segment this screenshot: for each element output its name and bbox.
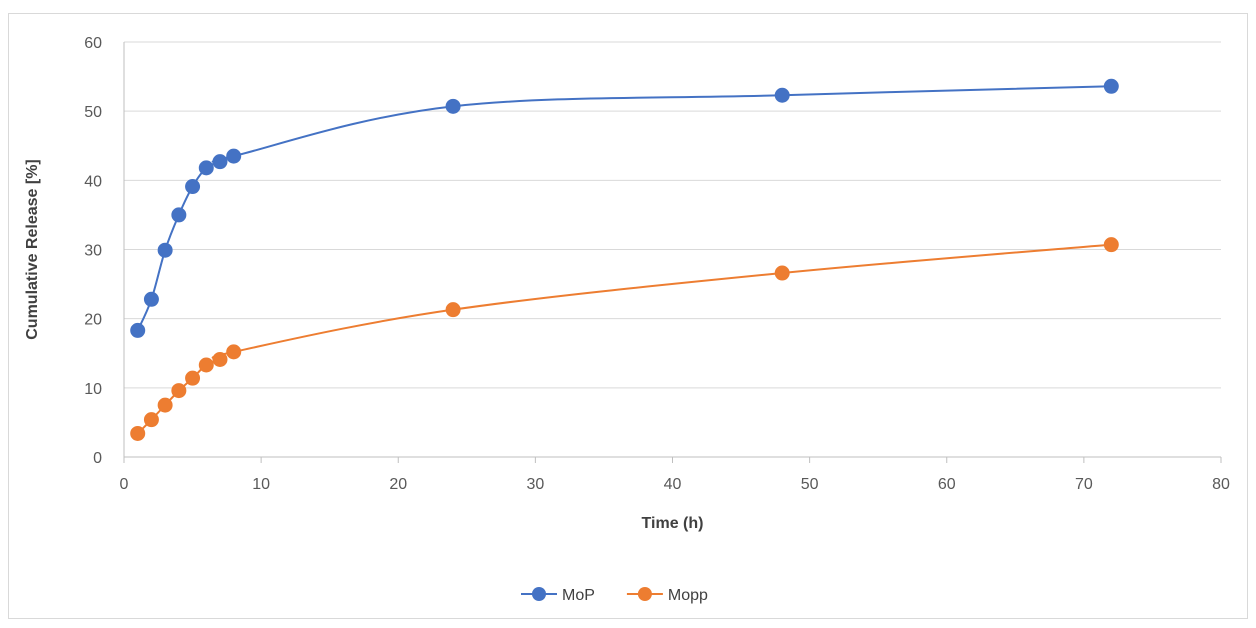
data-point-mopp (1103, 237, 1119, 253)
x-tick-label: 0 (120, 476, 129, 493)
series-group (130, 78, 1119, 441)
axes (123, 42, 1222, 463)
x-tick-label: 30 (526, 476, 544, 493)
x-tick-label: 80 (1212, 476, 1230, 493)
y-tick-label: 50 (84, 104, 102, 121)
chart-area (8, 13, 1248, 619)
data-point-mopp (171, 383, 187, 399)
y-axis-title: Cumulative Release [%] (24, 159, 41, 340)
data-point-mop (185, 179, 201, 195)
series-line-mop (136, 85, 1112, 331)
y-tick-label: 40 (84, 173, 102, 190)
data-point-mopp (774, 265, 790, 281)
data-point-mopp (198, 357, 214, 373)
data-point-mop (130, 322, 146, 338)
y-tick-label: 10 (84, 381, 102, 398)
y-tick-labels: 0 10 20 30 40 50 60 (84, 35, 102, 467)
data-point-mop (212, 154, 228, 170)
data-point-mopp (130, 425, 146, 441)
legend: MoP Mopp (521, 587, 708, 604)
y-tick-label: 0 (93, 450, 102, 467)
legend-label-mop: MoP (562, 587, 595, 604)
x-tick-label: 70 (1075, 476, 1093, 493)
x-tick-label: 20 (389, 476, 407, 493)
legend-marker-mop (532, 587, 546, 601)
gridlines (124, 41, 1221, 389)
data-point-mopp (185, 370, 201, 386)
x-tick-label: 10 (252, 476, 270, 493)
legend-marker-mopp (637, 587, 652, 601)
data-point-mopp (157, 397, 173, 413)
legend-label-mopp: Mopp (668, 587, 708, 604)
data-point-mop (157, 242, 173, 258)
data-point-mop (226, 148, 242, 164)
x-tick-label: 60 (938, 476, 956, 493)
data-point-mop (1103, 78, 1119, 94)
data-point-mop (445, 98, 461, 114)
y-tick-label: 20 (84, 312, 102, 329)
x-tick-label: 40 (664, 476, 682, 493)
data-point-mopp (212, 351, 228, 367)
y-tick-label: 60 (84, 35, 102, 52)
series-line-mopp (137, 243, 1112, 435)
data-point-mopp (445, 302, 461, 318)
x-axis-title: Time (h) (642, 515, 704, 532)
data-point-mop (171, 207, 187, 223)
data-point-mop (143, 291, 159, 307)
x-tick-labels: 0 10 20 30 40 50 60 70 80 (120, 476, 1230, 493)
data-point-mop (198, 160, 214, 176)
x-tick-label: 50 (801, 476, 819, 493)
data-point-mop (774, 87, 790, 103)
y-tick-label: 30 (84, 243, 102, 260)
data-point-mopp (226, 344, 242, 360)
data-point-mopp (143, 412, 159, 428)
